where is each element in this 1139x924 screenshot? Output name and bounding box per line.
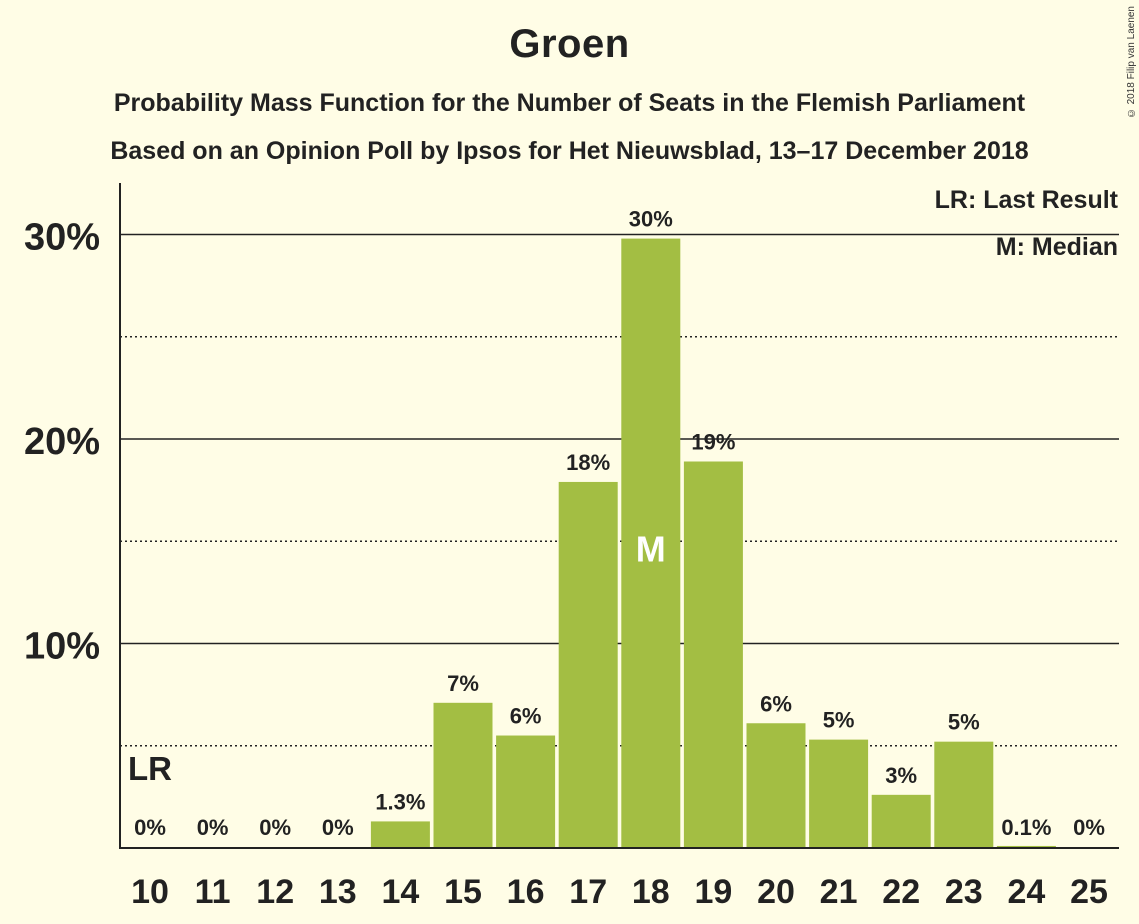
y-tick-label: 10% bbox=[24, 626, 100, 668]
x-tick-label: 14 bbox=[381, 873, 419, 911]
bar bbox=[871, 794, 931, 848]
data-label: 0% bbox=[134, 815, 166, 840]
bar bbox=[433, 702, 493, 848]
chart-subtitle-1: Probability Mass Function for the Number… bbox=[113, 89, 1026, 117]
x-tick-label: 19 bbox=[694, 873, 732, 911]
value-labels: 0% LR 0% 0% 0% 1.3% 7% 6% 18% 30% M 19% 6% 5% 3% 5% 0.1%… bbox=[128, 207, 1105, 840]
bar bbox=[996, 845, 1056, 848]
bar bbox=[496, 735, 556, 848]
data-label: 7% bbox=[447, 671, 479, 696]
x-tick-label: 21 bbox=[820, 873, 858, 911]
bar bbox=[934, 741, 994, 848]
data-label: 0% bbox=[322, 815, 354, 840]
x-tick-label: 23 bbox=[945, 873, 983, 911]
x-tick-label: 22 bbox=[882, 873, 920, 911]
data-label: 6% bbox=[760, 691, 792, 716]
legend-last-result: LR: Last Result bbox=[934, 186, 1118, 214]
data-label: 30% bbox=[629, 207, 673, 232]
data-label: 0% bbox=[259, 815, 291, 840]
x-tick-label: 17 bbox=[569, 873, 607, 911]
data-label: 0% bbox=[1073, 815, 1105, 840]
legend-median: M: Median bbox=[995, 233, 1118, 261]
bar bbox=[809, 739, 869, 848]
axes bbox=[119, 183, 1119, 849]
data-label: 19% bbox=[691, 429, 735, 454]
x-tick-label: 25 bbox=[1070, 873, 1108, 911]
chart-subtitle-2: Based on an Opinion Poll by Ipsos for He… bbox=[110, 137, 1029, 165]
chart-title: Groen bbox=[509, 22, 630, 66]
data-label: 5% bbox=[823, 708, 855, 733]
x-tick-label: 16 bbox=[507, 873, 545, 911]
data-label: 0.1% bbox=[1001, 815, 1051, 840]
x-tick-label: 10 bbox=[131, 873, 169, 911]
bars bbox=[370, 238, 1056, 849]
x-tick-label: 11 bbox=[195, 873, 231, 911]
grid-lines bbox=[120, 233, 1119, 747]
x-tick-label: 13 bbox=[319, 873, 357, 911]
data-label: 6% bbox=[510, 704, 542, 729]
data-label: 1.3% bbox=[375, 789, 425, 814]
bar bbox=[370, 821, 430, 848]
x-tick-label: 15 bbox=[444, 873, 482, 911]
data-label: 5% bbox=[948, 710, 980, 735]
bar bbox=[683, 461, 743, 848]
x-tick-label: 24 bbox=[1007, 873, 1045, 911]
x-tick-labels: 10 11 12 13 14 15 16 17 18 19 20 21 22 23 24 25 bbox=[131, 873, 1108, 911]
x-tick-label: 12 bbox=[256, 873, 294, 911]
y-tick-labels: 10% 20% 30% bbox=[24, 217, 100, 668]
median-marker: M bbox=[636, 529, 666, 570]
y-tick-label: 20% bbox=[24, 421, 100, 463]
bar bbox=[746, 723, 806, 848]
y-tick-label: 30% bbox=[24, 217, 100, 259]
x-tick-label: 20 bbox=[757, 873, 795, 911]
bar bbox=[621, 238, 681, 849]
data-label: 3% bbox=[885, 763, 917, 788]
data-label: 0% bbox=[197, 815, 229, 840]
bar bbox=[558, 481, 618, 848]
data-label: 18% bbox=[566, 450, 610, 475]
x-tick-label: 18 bbox=[632, 873, 670, 911]
last-result-marker: LR bbox=[128, 750, 172, 787]
